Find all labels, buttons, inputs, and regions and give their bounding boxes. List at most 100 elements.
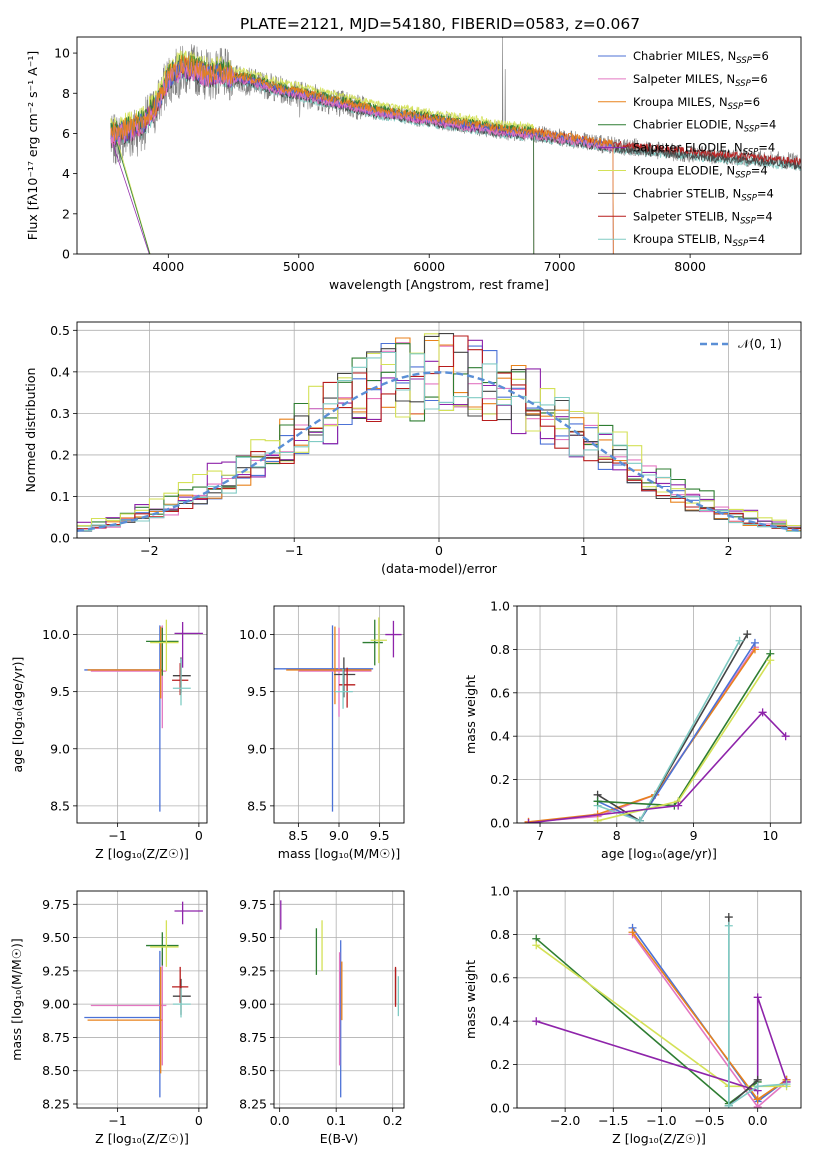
y-tick-label: 10.0 (239, 627, 267, 642)
x-axis-label: wavelength [Angstrom, rest frame] (329, 277, 549, 292)
axes-frame (76, 605, 208, 824)
x-tick-label: 9.5 (370, 828, 390, 843)
error-bar-point (362, 619, 383, 666)
y-tick-label: 0.0 (490, 816, 510, 831)
weight-line (597, 642, 756, 822)
y-tick-label: 8.5 (50, 798, 70, 813)
chart-spectrum: 4000 5000 6000 7000 8000 0 2 4 6 8 10 wavelength [A… (25, 36, 802, 292)
x-tick-label: 7000 (544, 259, 576, 274)
error-bar-point (172, 988, 191, 1018)
y-tick-label: 8.75 (239, 1030, 267, 1045)
legend-entry: Salpeter MILES, NSSP=6 (633, 72, 768, 89)
axes-frame (273, 605, 405, 824)
x-axis-label: Z [log₁₀(Z/Z☉)] (95, 1131, 189, 1146)
x-axis-label: Z [log₁₀(Z/Z☉)] (612, 1131, 706, 1146)
plot-area (524, 630, 790, 823)
y-tick-label: 8.50 (42, 1063, 70, 1078)
x-tick-label: −1.0 (646, 1113, 676, 1128)
y-tick-label: 0.8 (490, 927, 510, 942)
y-tick-label: 0.8 (490, 642, 510, 657)
y-tick-label: 8.75 (42, 1030, 70, 1045)
weight-marker (593, 797, 602, 806)
y-tick-label: 9.75 (42, 897, 70, 912)
x-tick-label: 5000 (283, 259, 315, 274)
chart-weight-vs-Z: −2.0 −1.5 −1.0 −0.5 0.0 0.0 0.2 0.4 0.6 0.8 1.0 Z [… (463, 884, 802, 1146)
weight-marker (628, 928, 637, 937)
error-bar-point (150, 920, 179, 967)
y-tick-label: 8 (62, 86, 70, 101)
y-tick-label: 1.0 (490, 599, 510, 614)
x-tick-label: 9.0 (329, 828, 349, 843)
y-tick-label: 0.5 (50, 323, 70, 338)
weight-line (728, 925, 787, 1108)
y-axis-label: mass [log₁₀(M/M☉)] (9, 938, 24, 1060)
y-tick-label: 9.5 (247, 684, 267, 699)
error-bar-point (172, 966, 189, 1003)
chart-age-vs-mass: 8.5 9.0 9.5 8.5 9.0 9.5 10.0 mass [log₁₀(M/M☉)] (239, 605, 405, 861)
x-tick-label: −1.5 (598, 1113, 628, 1128)
x-tick-label: 0 (435, 543, 443, 558)
x-tick-label: −0.5 (694, 1113, 724, 1128)
figure-title: PLATE=2121, MJD=54180, FIBERID=0583, z=0… (240, 15, 640, 33)
x-tick-label: 7 (536, 828, 544, 843)
y-tick-label: 0.2 (490, 1057, 510, 1072)
legend-entry: Salpeter ELODIE, NSSP=4 (633, 141, 775, 158)
y-tick-label: 0.4 (50, 364, 70, 379)
y-axis-label: mass weight (463, 960, 478, 1039)
weight-marker (766, 656, 775, 665)
y-tick-label: 0.0 (490, 1101, 510, 1116)
weight-marker (753, 1082, 762, 1091)
y-axis-label: mass weight (463, 675, 478, 754)
error-bar-point (286, 626, 372, 705)
plot-area (532, 913, 791, 1108)
weight-marker (753, 993, 762, 1002)
error-bar-point (172, 658, 191, 706)
legend: Chabrier MILES, NSSP=6 Salpeter MILES, NS… (598, 49, 776, 249)
weight-marker (674, 801, 683, 810)
legend-entry: Chabrier MILES, NSSP=6 (633, 49, 769, 66)
error-bar-point (334, 657, 356, 698)
model-spectrum-line (110, 53, 535, 254)
error-bar-point (385, 620, 402, 658)
weight-marker (782, 1080, 791, 1089)
plot-area (84, 901, 203, 1098)
chart-age-vs-Z: −1 0 8.5 9.0 9.5 10.0 Z [log₁₀(Z/Z☉)] age [log₁… (10, 605, 208, 861)
y-tick-label: 0.1 (50, 489, 70, 504)
plot-area (84, 619, 203, 812)
legend-entry: 𝒩(0, 1) (738, 337, 782, 351)
x-tick-label: −1 (108, 828, 126, 843)
error-bar-point (172, 663, 189, 696)
error-bar-point (339, 667, 356, 708)
x-tick-label: 8 (613, 828, 621, 843)
weight-marker (532, 941, 541, 950)
legend-entry: Kroupa ELODIE, NSSP=4 (633, 164, 768, 181)
y-tick-label: 8.25 (239, 1097, 267, 1112)
x-tick-label: −2 (140, 543, 158, 558)
axes-frame (516, 605, 802, 824)
axes-frame (76, 36, 802, 255)
x-axis-label: Z [log₁₀(Z/Z☉)] (95, 846, 189, 861)
y-tick-label: 1.0 (490, 884, 510, 899)
x-tick-label: 0.0 (270, 1113, 290, 1128)
y-tick-label: 9.25 (42, 963, 70, 978)
legend-entry: Chabrier STELIB, NSSP=4 (633, 186, 774, 203)
x-tick-label: 8.5 (288, 828, 308, 843)
weight-line (597, 633, 748, 822)
y-tick-label: 9.75 (239, 897, 267, 912)
error-bar-point (274, 625, 374, 812)
weight-line (728, 917, 759, 1108)
x-tick-label: −1 (285, 543, 303, 558)
y-tick-label: 9.0 (50, 741, 70, 756)
weight-marker (593, 816, 602, 823)
legend-entry: Salpeter STELIB, NSSP=4 (633, 209, 773, 226)
legend-entry: Kroupa STELIB, NSSP=4 (633, 232, 765, 249)
x-tick-label: −2.0 (550, 1113, 580, 1128)
x-tick-label: 1 (580, 543, 588, 558)
error-bar-point (174, 621, 203, 668)
y-tick-label: 6 (62, 126, 70, 141)
y-tick-label: 0 (62, 247, 70, 262)
error-bar-point (334, 668, 353, 709)
weight-marker (743, 630, 752, 639)
